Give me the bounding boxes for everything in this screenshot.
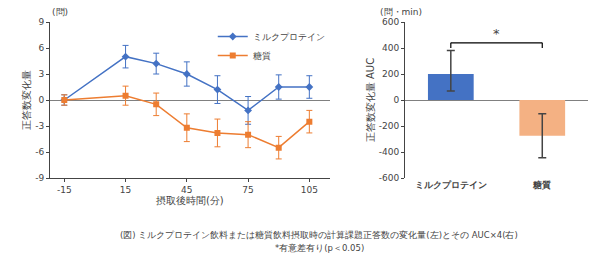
svg-text:-3: -3 bbox=[35, 121, 44, 131]
svg-text:75: 75 bbox=[242, 185, 253, 195]
svg-text:-9: -9 bbox=[35, 173, 44, 183]
svg-text:正答数変化量 AUC: 正答数変化量 AUC bbox=[365, 58, 376, 142]
svg-text:(問): (問) bbox=[52, 7, 68, 17]
svg-text:3: 3 bbox=[38, 69, 44, 79]
svg-text:-600: -600 bbox=[379, 173, 400, 183]
svg-text:-6: -6 bbox=[35, 147, 44, 157]
svg-text:600: 600 bbox=[382, 17, 399, 27]
svg-text:正答数変化量: 正答数変化量 bbox=[21, 70, 32, 130]
svg-text:(図) ミルクプロテイン飲料または糖質飲料摂取時の計算課題正: (図) ミルクプロテイン飲料または糖質飲料摂取時の計算課題正答数の変化量(左)と… bbox=[120, 230, 518, 240]
svg-text:-15: -15 bbox=[57, 185, 72, 195]
svg-text:6: 6 bbox=[38, 43, 44, 53]
svg-text:9: 9 bbox=[38, 17, 44, 27]
svg-text:糖質: 糖質 bbox=[532, 180, 551, 190]
svg-text:200: 200 bbox=[382, 69, 399, 79]
svg-text:*: * bbox=[493, 26, 500, 41]
svg-text:糖質: 糖質 bbox=[253, 51, 271, 61]
svg-text:45: 45 bbox=[181, 185, 192, 195]
svg-text:-200: -200 bbox=[379, 121, 400, 131]
svg-text:0: 0 bbox=[38, 95, 44, 105]
svg-text:15: 15 bbox=[120, 185, 131, 195]
svg-text:-400: -400 bbox=[379, 147, 400, 157]
svg-text:ミルクプロテイン: ミルクプロテイン bbox=[415, 180, 487, 190]
svg-text:ミルクプロテイン: ミルクプロテイン bbox=[253, 32, 325, 42]
svg-text:摂取後時間(分): 摂取後時間(分) bbox=[156, 195, 224, 206]
svg-text:400: 400 bbox=[382, 43, 399, 53]
svg-text:(問・min): (問・min) bbox=[380, 7, 422, 17]
svg-text:*有意差有り(p＜0.05): *有意差有り(p＜0.05) bbox=[275, 243, 364, 253]
svg-text:105: 105 bbox=[301, 185, 318, 195]
svg-text:0: 0 bbox=[394, 95, 400, 105]
